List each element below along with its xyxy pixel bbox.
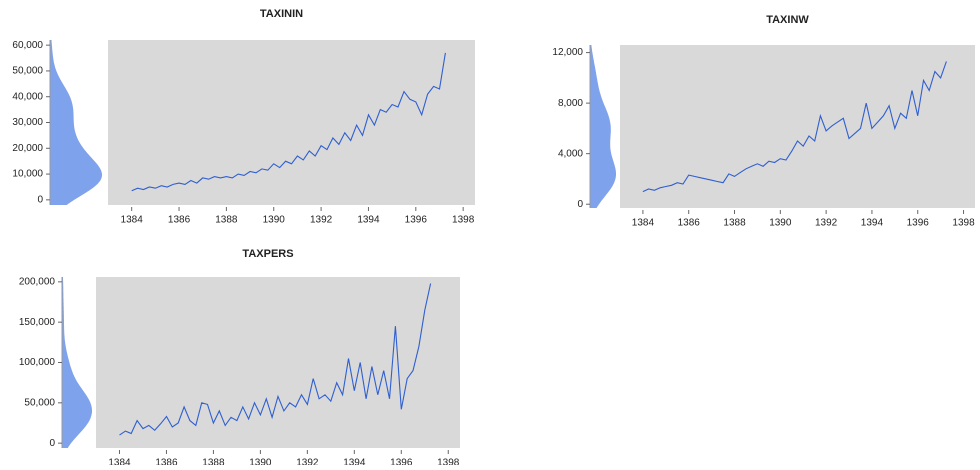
y-tick-label: 0 <box>49 438 55 449</box>
marginal-density <box>50 40 102 205</box>
x-tick-label: 1392 <box>815 218 838 229</box>
x-tick-label: 1398 <box>452 215 475 226</box>
x-tick-label: 1390 <box>263 215 286 226</box>
x-tick-label: 1394 <box>343 458 366 465</box>
x-tick-label: 1386 <box>678 218 701 229</box>
y-tick-label: 150,000 <box>19 317 56 328</box>
x-tick-label: 1390 <box>249 458 272 465</box>
plot-area <box>620 45 975 208</box>
chart-title: TAXININ <box>260 8 303 20</box>
y-tick-label: 0 <box>577 199 583 210</box>
y-tick-label: 40,000 <box>12 91 43 102</box>
x-tick-label: 1388 <box>215 215 238 226</box>
y-tick-label: 50,000 <box>12 66 43 77</box>
plot-area <box>96 277 460 448</box>
x-tick-label: 1384 <box>632 218 655 229</box>
x-tick-label: 1394 <box>357 215 380 226</box>
x-tick-label: 1396 <box>907 218 930 229</box>
y-tick-label: 50,000 <box>24 397 55 408</box>
plot-area <box>108 40 475 205</box>
y-tick-label: 0 <box>37 194 43 205</box>
y-tick-label: 200,000 <box>19 276 56 287</box>
series-line <box>119 283 432 436</box>
y-tick-label: 8,000 <box>558 98 583 109</box>
chart-title: TAXPERS <box>242 248 293 260</box>
y-tick-label: 20,000 <box>12 143 43 154</box>
x-tick-label: 1388 <box>723 218 746 229</box>
y-tick-label: 4,000 <box>558 148 583 159</box>
y-tick-label: 60,000 <box>12 40 43 51</box>
x-tick-label: 1398 <box>952 218 975 229</box>
chart-title: TAXINW <box>766 14 809 26</box>
x-tick-label: 1386 <box>155 458 178 465</box>
x-tick-label: 1386 <box>168 215 191 226</box>
x-tick-label: 1396 <box>405 215 428 226</box>
x-tick-label: 1388 <box>202 458 225 465</box>
x-tick-label: 1390 <box>769 218 792 229</box>
series-line <box>642 61 947 193</box>
x-tick-label: 1394 <box>861 218 884 229</box>
y-tick-label: 10,000 <box>12 169 43 180</box>
x-tick-label: 1384 <box>108 458 131 465</box>
y-tick-label: 100,000 <box>19 357 56 368</box>
x-tick-label: 1398 <box>437 458 460 465</box>
y-tick-label: 30,000 <box>12 117 43 128</box>
x-tick-label: 1392 <box>310 215 333 226</box>
series-line <box>131 52 446 192</box>
marginal-density <box>62 277 92 448</box>
x-tick-label: 1384 <box>121 215 144 226</box>
x-tick-label: 1396 <box>390 458 413 465</box>
x-tick-label: 1392 <box>296 458 319 465</box>
marginal-density <box>590 45 616 208</box>
y-tick-label: 12,000 <box>552 47 583 58</box>
